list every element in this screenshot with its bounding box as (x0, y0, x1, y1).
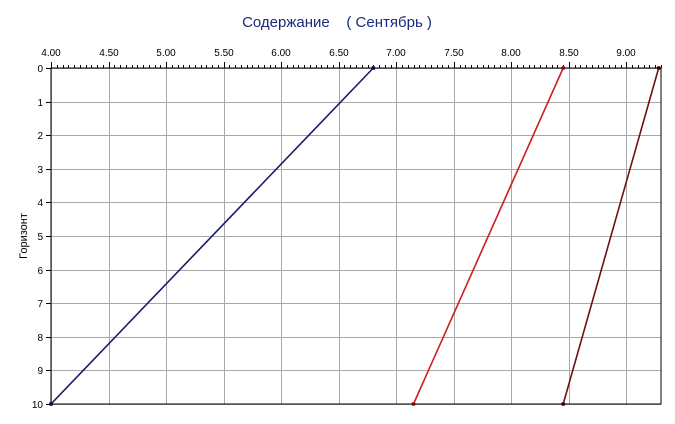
series-line-3 (562, 67, 660, 405)
series-line-1 (50, 67, 374, 405)
x-tick-label: 5.00 (156, 48, 176, 59)
plot-frame (50, 67, 662, 405)
y-tick-label: 1 (37, 98, 43, 109)
y-tick-label: 7 (37, 299, 43, 310)
y-tick-label: 10 (32, 400, 44, 411)
y-tick-label: 5 (37, 232, 43, 243)
x-tick-label: 7.50 (444, 48, 464, 59)
y-tick-label: 4 (37, 198, 43, 209)
x-tick-label: 4.00 (41, 48, 61, 59)
x-tick-label: 8.50 (559, 48, 579, 59)
y-tick-label: 2 (37, 131, 43, 142)
x-tick-label: 5.50 (214, 48, 234, 59)
y-axis-label: Горизонт (18, 213, 30, 259)
chart-title: Содержание ( Сентябрь ) (242, 14, 432, 31)
y-tick-label: 0 (37, 64, 43, 75)
y-axis-tick-labels: 0 1 2 3 4 5 6 7 8 9 10 (32, 64, 44, 411)
y-tick-label: 9 (37, 366, 43, 377)
x-tick-label: 8.00 (501, 48, 521, 59)
x-tick-label: 9.00 (616, 48, 636, 59)
y-tick-label: 3 (37, 165, 43, 176)
x-tick-label: 4.50 (99, 48, 119, 59)
series-line-2 (412, 67, 564, 405)
x-axis-tick-labels: 4.00 4.50 5.00 5.50 6.00 6.50 7.00 7.50 8.00 8.50… (41, 48, 636, 59)
y-tick-label: 8 (37, 333, 43, 344)
x-tick-label: 7.00 (386, 48, 406, 59)
x-tick-label: 6.00 (271, 48, 291, 59)
y-tick-label: 6 (37, 266, 43, 277)
x-tick-label: 6.50 (329, 48, 349, 59)
series (49, 66, 661, 406)
